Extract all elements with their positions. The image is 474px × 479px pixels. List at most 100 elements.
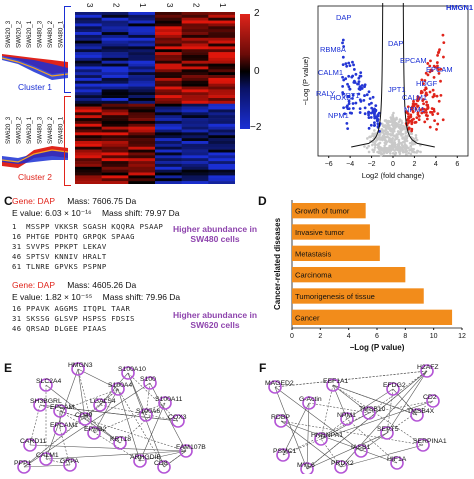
heatmap-cell — [128, 23, 156, 27]
heatmap-cell — [208, 12, 235, 16]
heatmap-cell — [75, 26, 102, 30]
volcano-point-down — [347, 74, 351, 78]
heatmap-cell — [75, 34, 102, 39]
heatmap-cell — [208, 100, 235, 105]
heatmap-cell — [181, 75, 209, 79]
heatmap-cell — [181, 126, 209, 130]
volcano-point-ns — [407, 146, 410, 150]
network-node — [121, 366, 135, 380]
heatmap-cell — [208, 60, 235, 64]
sample-label: SW620_1 — [26, 20, 33, 48]
volcano-point-ns — [376, 150, 379, 154]
heatmap-cell — [101, 77, 129, 82]
heatmap-cell — [208, 75, 235, 79]
heatmap-cell — [208, 69, 235, 73]
volcano-point-down — [365, 93, 369, 97]
volcano-point-ns — [387, 127, 391, 130]
volcano-point-up — [407, 115, 410, 118]
heatmap-cell — [75, 89, 102, 93]
volcano-point-down — [367, 116, 371, 120]
volcano-point-up — [438, 48, 441, 52]
network-edge — [332, 384, 418, 416]
column-number: 3 — [165, 3, 174, 8]
heatmap-cell — [155, 163, 182, 168]
c1-evalue: E value: 6.03 × 10⁻¹⁶ — [12, 208, 92, 218]
heatmap-cell — [101, 63, 129, 67]
heatmap-cell — [128, 143, 156, 148]
volcano-point-ns — [363, 145, 366, 148]
network-node-label: S100A6 — [136, 408, 160, 415]
volcano-point-up — [435, 61, 439, 64]
heatmap-cell — [128, 29, 156, 33]
network-node-label: EPHB2 — [84, 426, 107, 433]
volcano-point-ns — [366, 137, 369, 140]
volcano-point-ns — [397, 145, 400, 149]
heatmap-cell — [208, 80, 235, 84]
volcano-point-up — [432, 75, 436, 79]
heatmap-cell — [75, 109, 102, 113]
heatmap-cell — [75, 83, 102, 87]
heatmap-cell — [101, 60, 129, 64]
volcano-point-down — [363, 94, 366, 97]
volcano-point-ns — [399, 123, 402, 127]
volcano-point-up — [424, 71, 428, 75]
network-node — [53, 404, 67, 418]
network-node-label: TMSB4X — [407, 408, 435, 415]
heatmap-cell — [181, 12, 209, 16]
c2-caption: Higher abundance in SW620 cells — [172, 310, 258, 330]
volcano-point-up — [409, 115, 413, 119]
heatmap-cell — [101, 118, 129, 122]
heatmap-cell — [101, 112, 129, 116]
heatmap-cell — [155, 80, 182, 84]
heatmap-cell — [75, 161, 102, 165]
heatmap-cell — [101, 98, 129, 102]
volcano-point-down — [351, 102, 355, 105]
volcano-point-ns — [373, 129, 376, 132]
volcano-label-right: CALM1 — [402, 93, 427, 102]
volcano-point-ns — [381, 129, 385, 133]
heatmap-cell — [128, 34, 156, 39]
volcano-point-ns — [367, 144, 371, 148]
network-edge — [139, 402, 166, 462]
volcano-point-up — [412, 99, 415, 103]
volcano-point-ns — [394, 151, 398, 155]
heatmap-cell — [181, 26, 209, 30]
volcano-point-up — [419, 108, 422, 112]
heatmap-cell — [75, 75, 102, 79]
volcano-point-ns — [371, 143, 374, 147]
heatmap-cell — [155, 34, 182, 39]
volcano-point-down — [357, 76, 361, 80]
bar-category-label: Cancer — [295, 313, 320, 322]
heatmap-cell — [181, 143, 209, 148]
volcano-point-down — [357, 82, 360, 86]
heatmap-cell — [208, 166, 235, 170]
heatmap-cell — [101, 175, 129, 179]
sample-label: SW620_3 — [5, 20, 12, 48]
volcano-point-down — [370, 101, 373, 105]
heatmap-cell — [101, 89, 129, 93]
volcano-point-ns — [391, 121, 394, 125]
volcano-point-up — [425, 117, 429, 121]
volcano-point-down — [371, 95, 375, 99]
volcano-point-down — [341, 63, 345, 67]
network-node — [63, 458, 77, 472]
network-node-label: COX3 — [168, 414, 187, 421]
volcano-point-up — [411, 109, 415, 113]
panel-d: D Growth of tumor Invasive tumor Metastasi… — [250, 192, 474, 352]
network-node-label: S100A10 — [118, 366, 146, 373]
network-node-label: CD8 — [154, 460, 168, 467]
volcano-point-ns — [383, 138, 387, 141]
c2-gene: DAP — [37, 280, 55, 290]
volcano-point-ns — [376, 146, 380, 149]
heatmap-cell — [101, 83, 129, 87]
network-node — [39, 452, 53, 466]
heatmap-cell — [181, 112, 209, 116]
volcano-point-down — [351, 60, 354, 64]
heatmap-cell — [181, 155, 209, 159]
heatmap-cell — [181, 158, 209, 162]
heatmap-cell — [101, 80, 129, 84]
heatmap-cell — [101, 161, 129, 165]
heatmap-cell — [181, 60, 209, 64]
volcano-point-ns — [386, 119, 390, 123]
network-node — [426, 394, 440, 408]
